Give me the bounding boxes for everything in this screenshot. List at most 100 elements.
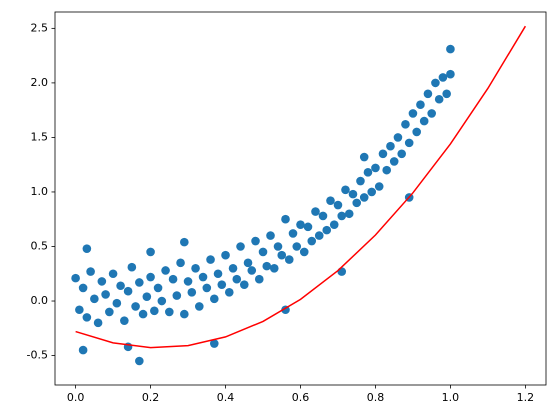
scatter-point [183, 277, 193, 286]
scatter-point [247, 266, 257, 275]
scatter-point [389, 157, 399, 166]
scatter-point [446, 69, 455, 79]
scatter-point [195, 302, 204, 311]
scatter-point [108, 269, 118, 279]
scatter-point [367, 187, 377, 197]
x-tick-label: 1.2 [517, 391, 535, 404]
scatter-point [82, 244, 92, 253]
scatter-point [78, 283, 88, 293]
scatter-point [202, 283, 212, 293]
x-tick-label: 0.8 [367, 391, 385, 404]
scatter-point [326, 196, 335, 205]
scatter-point [131, 302, 140, 311]
scatter-point [78, 345, 88, 355]
scatter-point [146, 272, 155, 282]
scatter-point [142, 292, 152, 301]
scatter-point [359, 152, 369, 162]
scatter-point [344, 209, 354, 219]
scatter-point [374, 182, 384, 191]
scatter-point [217, 280, 227, 289]
scatter-point [221, 250, 230, 260]
scatter-point [112, 298, 122, 308]
scatter-point [412, 127, 421, 137]
scatter-point [105, 307, 114, 317]
y-tick-label: 1.0 [31, 185, 49, 198]
y-tick-label: 0.5 [31, 239, 49, 252]
scatter-point [363, 168, 373, 177]
fit-line [75, 25, 527, 349]
scatter-point [423, 89, 433, 99]
scatter-point [397, 149, 406, 159]
x-tick-label: 0.0 [67, 391, 85, 404]
scatter-point [299, 247, 309, 257]
scatter-point [243, 258, 253, 268]
x-tick-label: 1.0 [442, 391, 460, 404]
scatter-point [427, 109, 436, 118]
scatter-point [277, 250, 287, 260]
scatter-point [75, 305, 84, 315]
scatter-point [269, 264, 279, 273]
scatter-point [446, 44, 455, 54]
scatter-point [251, 236, 260, 246]
y-tick-label: 0.0 [31, 294, 49, 307]
scatter-point [419, 116, 429, 126]
scatter-point [258, 247, 268, 257]
scatter-point [284, 255, 294, 264]
scatter-point [157, 296, 167, 306]
scatter-point [273, 242, 283, 251]
scatter-point [127, 262, 137, 272]
scatter-point [239, 280, 249, 289]
scatter-point [165, 307, 174, 317]
scatter-point [101, 290, 110, 299]
scatter-point [311, 207, 320, 216]
scatter-point [224, 287, 234, 297]
scatter-point [386, 141, 395, 151]
scatter-point [393, 133, 403, 142]
scatter-point [97, 277, 107, 286]
scatter-point [371, 163, 380, 173]
scatter-point [116, 281, 125, 291]
scatter-point [150, 306, 159, 316]
scatter-point [168, 274, 178, 284]
scatter-point [337, 211, 347, 221]
scatter-point [86, 267, 95, 276]
scatter-point [176, 258, 185, 268]
scatter-point [401, 120, 410, 129]
scatter-point [378, 149, 388, 159]
scatter-point [228, 264, 238, 273]
x-tick-label: 0.2 [142, 391, 160, 404]
scatter-point [303, 222, 313, 232]
scatter-point [408, 109, 418, 118]
scatter-point [146, 247, 155, 257]
scatter-point [307, 236, 317, 246]
scatter-point [135, 278, 144, 287]
scatter-point [93, 318, 103, 328]
scatter-point [329, 220, 339, 229]
scatter-point [442, 89, 451, 99]
y-tick-label: 2.0 [31, 76, 49, 89]
scatter-point [337, 267, 347, 276]
plot-frame [54, 11, 547, 386]
x-tick-label: 0.6 [292, 391, 310, 404]
scatter-point [341, 185, 350, 195]
scatter-point [123, 286, 133, 296]
scatter-point [359, 193, 369, 202]
scatter-point [434, 94, 444, 104]
scatter-point [209, 294, 219, 304]
scatter-point [356, 176, 365, 186]
scatter-point [438, 73, 448, 82]
scatter-point [135, 356, 144, 366]
scatter-point [187, 287, 197, 297]
scatter-point [431, 78, 440, 88]
y-tick-label: 2.5 [31, 21, 49, 34]
scatter-point [382, 165, 392, 175]
scatter-point [404, 138, 414, 148]
scatter-point [172, 291, 182, 300]
scatter-point [82, 313, 92, 322]
scatter-point [262, 261, 272, 271]
scatter-point [352, 198, 362, 208]
scatter-point [333, 200, 343, 210]
scatter-point [348, 189, 358, 199]
scatter-point [254, 274, 264, 284]
scatter-point [161, 266, 170, 275]
